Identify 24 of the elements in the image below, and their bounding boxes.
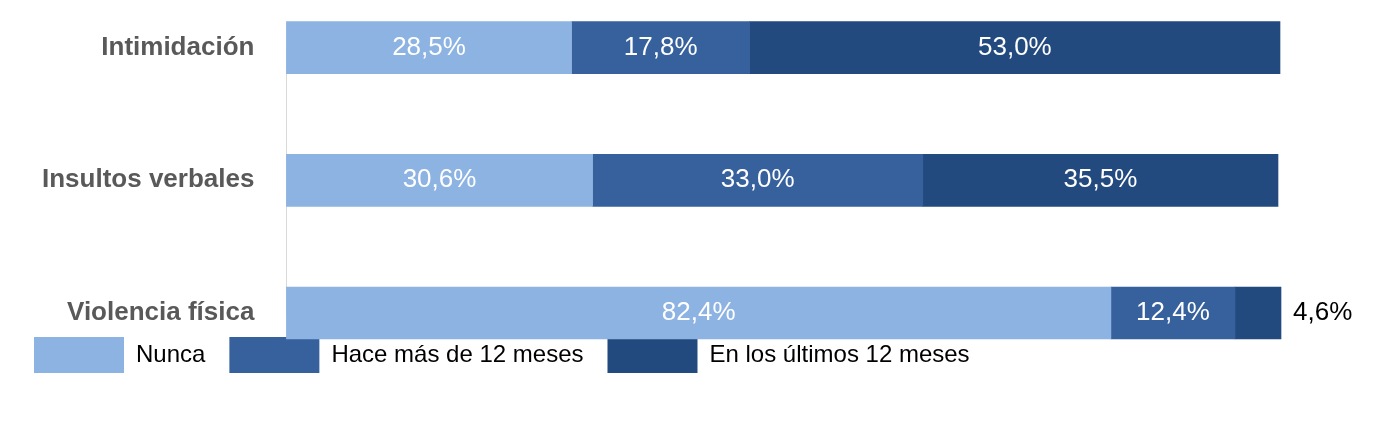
data-label: 35,5% [1063, 163, 1138, 194]
bar [1110, 286, 1236, 340]
bar [286, 286, 1112, 340]
bar [571, 21, 751, 74]
y-tick-label: Intimidación [101, 30, 255, 61]
legend-label: Hace más de 12 meses [331, 339, 584, 367]
y-tick-label: Insultos verbales [42, 163, 255, 194]
data-label: 53,0% [977, 30, 1052, 61]
data-label: 82,4% [661, 296, 736, 327]
bar [1234, 286, 1282, 340]
legend-label: Nunca [136, 339, 207, 367]
data-label: 12,4% [1136, 296, 1210, 327]
bar [922, 153, 1279, 207]
legend-label: En los últimos 12 meses [709, 339, 970, 367]
data-label: 28,5% [392, 30, 466, 61]
bar [592, 153, 924, 207]
data-label: 30,6% [402, 163, 477, 194]
data-label: 33,0% [720, 163, 795, 194]
data-label: 17,8% [623, 30, 698, 61]
bar [286, 21, 572, 74]
y-tick-label: Violencia física [67, 296, 255, 327]
data-label: 4,6% [1293, 296, 1353, 327]
bar [749, 21, 1281, 74]
bar [286, 153, 593, 207]
